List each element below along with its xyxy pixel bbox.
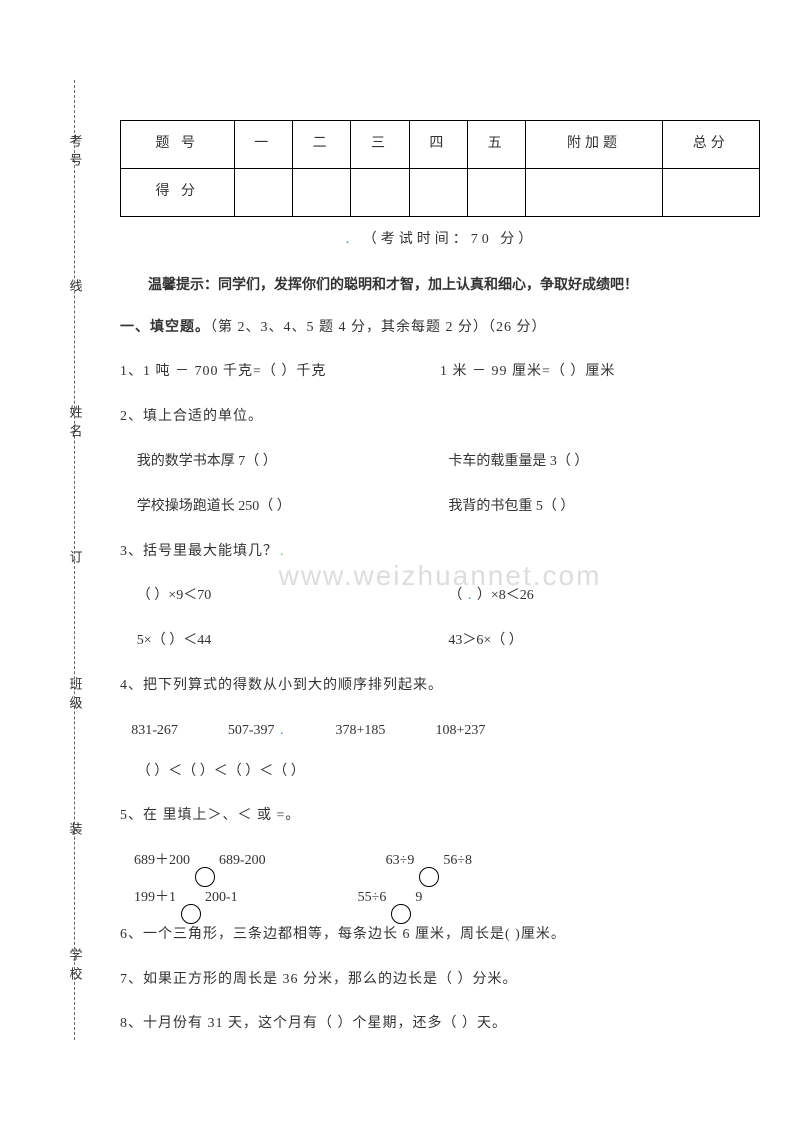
- question-7: 7、如果正方形的周长是 36 分米，那么的边长是（ ）分米。: [120, 965, 760, 996]
- q5-pair-c: 199＋1 200-1: [134, 883, 238, 914]
- q2-row2: 学校操场跑道长 250（ ） 我背的书包重 5（ ）: [120, 492, 760, 523]
- score-cell: [526, 168, 662, 216]
- q4e1: 831-267: [131, 716, 178, 747]
- q5-pair-d: 55÷6 9: [358, 883, 423, 914]
- decorative-dot: .: [346, 232, 354, 247]
- q3a: （ ）×9＜70: [137, 581, 449, 612]
- compare-circle: [419, 867, 439, 887]
- q2c: 学校操场跑道长 250（ ）: [137, 492, 449, 523]
- score-header: 附加题: [526, 121, 662, 169]
- q5d2: 9: [415, 890, 422, 905]
- q5c2: 200-1: [205, 890, 238, 905]
- table-row: 得 分: [121, 168, 760, 216]
- q2b: 卡车的载重量是 3（ ）: [448, 447, 760, 478]
- score-cell: [234, 168, 292, 216]
- table-row: 题 号 一 二 三 四 五 附加题 总分: [121, 121, 760, 169]
- q5-row2: 199＋1 200-1 55÷6 9: [120, 883, 760, 914]
- tip-text: 温馨提示：同学们，发挥你们的聪明和才智，加上认真和细心，争取好成绩吧！: [120, 273, 760, 298]
- binding-zhuang: 装: [66, 822, 85, 841]
- q3-row1: （ ）×9＜70 （ . ）×8＜26: [120, 581, 760, 612]
- score-header: 四: [409, 121, 467, 169]
- q5-pair-a: 689＋200 689-200: [134, 846, 266, 877]
- score-header: 二: [292, 121, 350, 169]
- q5a1: 689＋200: [134, 853, 190, 868]
- q3c: 5×（ ）＜44: [137, 626, 449, 657]
- q5a2: 689-200: [219, 853, 266, 868]
- q4-expressions: 831-267 507-397 . 378+185 108+237: [120, 716, 760, 747]
- q4e3: 378+185: [336, 716, 386, 747]
- q2d: 我背的书包重 5（ ）: [448, 492, 760, 523]
- score-cell: [468, 168, 526, 216]
- binding-ding: 订: [66, 550, 85, 569]
- score-cell: [662, 168, 759, 216]
- binding-school-label: 学校: [66, 948, 85, 986]
- q4e4: 108+237: [435, 716, 485, 747]
- decorative-dot: .: [280, 723, 284, 738]
- score-header: 题 号: [121, 121, 235, 169]
- binding-class-label: 班级: [66, 677, 85, 715]
- score-header: 三: [351, 121, 409, 169]
- q5d1: 55÷6: [358, 890, 387, 905]
- binding-strip: 考号 线 姓名 订 班级 装 学校: [50, 80, 100, 1040]
- question-4: 4、把下列算式的得数从小到大的顺序排列起来。: [120, 671, 760, 702]
- score-header: 五: [468, 121, 526, 169]
- compare-circle: [181, 904, 201, 924]
- question-1: 1、1 吨 － 700 千克=（ ）千克 1 米 － 99 厘米=（ ）厘米: [120, 357, 760, 388]
- q1-left: 1、1 吨 － 700 千克=（ ）千克: [120, 357, 440, 388]
- q5c1: 199＋1: [134, 890, 176, 905]
- exam-time-text: （考试时间：70 分）: [363, 232, 537, 247]
- question-5: 5、在 里填上＞、＜ 或 =。: [120, 801, 760, 832]
- q5b2: 56÷8: [443, 853, 472, 868]
- q4-compare-line: （ ）＜（ ）＜（ ）＜（ ）: [120, 757, 760, 788]
- binding-number-label: 考号: [66, 134, 85, 172]
- score-row-label: 得 分: [121, 168, 235, 216]
- compare-circle: [195, 867, 215, 887]
- q1-right: 1 米 － 99 厘米=（ ）厘米: [440, 357, 760, 388]
- exam-time: . （考试时间：70 分）: [120, 225, 760, 256]
- q2-row1: 我的数学书本厚 7（ ） 卡车的载重量是 3（ ）: [120, 447, 760, 478]
- q3d: 43＞6×（ ）: [448, 626, 760, 657]
- question-8: 8、十月份有 31 天，这个月有（ ）个星期，还多（ ）天。: [120, 1009, 760, 1040]
- section-1-title: 一、填空题。（第 2、3、4、5 题 4 分，其余每题 2 分）（26 分）: [120, 313, 760, 344]
- score-table: 题 号 一 二 三 四 五 附加题 总分 得 分: [120, 120, 760, 217]
- q5-pair-b: 63÷9 56÷8: [386, 846, 472, 877]
- compare-circle: [391, 904, 411, 924]
- score-cell: [351, 168, 409, 216]
- q5-row1: 689＋200 689-200 63÷9 56÷8: [120, 846, 760, 877]
- binding-xian: 线: [66, 279, 85, 298]
- score-cell: [292, 168, 350, 216]
- q4e2: 507-397 .: [228, 716, 286, 747]
- q2a: 我的数学书本厚 7（ ）: [137, 447, 449, 478]
- decorative-dot: .: [468, 588, 472, 603]
- main-content: 题 号 一 二 三 四 五 附加题 总分 得 分 . （考试时间：70 分） 温…: [120, 120, 760, 1054]
- score-header: 一: [234, 121, 292, 169]
- score-cell: [409, 168, 467, 216]
- question-3: 3、括号里最大能填几？.: [120, 537, 760, 568]
- question-6: 6、一个三角形，三条边都相等，每条边长 6 厘米，周长是( )厘米。: [120, 920, 760, 951]
- q3-text: 3、括号里最大能填几？: [120, 544, 278, 559]
- binding-name-label: 姓名: [66, 405, 85, 443]
- decorative-dot: .: [280, 544, 285, 559]
- section-note: （第 2、3、4、5 题 4 分，其余每题 2 分）（26 分）: [210, 320, 547, 335]
- q3-row2: 5×（ ）＜44 43＞6×（ ）: [120, 626, 760, 657]
- score-header: 总分: [662, 121, 759, 169]
- question-2: 2、填上合适的单位。: [120, 402, 760, 433]
- section-title-text: 一、填空题。: [120, 320, 210, 335]
- q5b1: 63÷9: [386, 853, 415, 868]
- q3b: （ . ）×8＜26: [448, 581, 760, 612]
